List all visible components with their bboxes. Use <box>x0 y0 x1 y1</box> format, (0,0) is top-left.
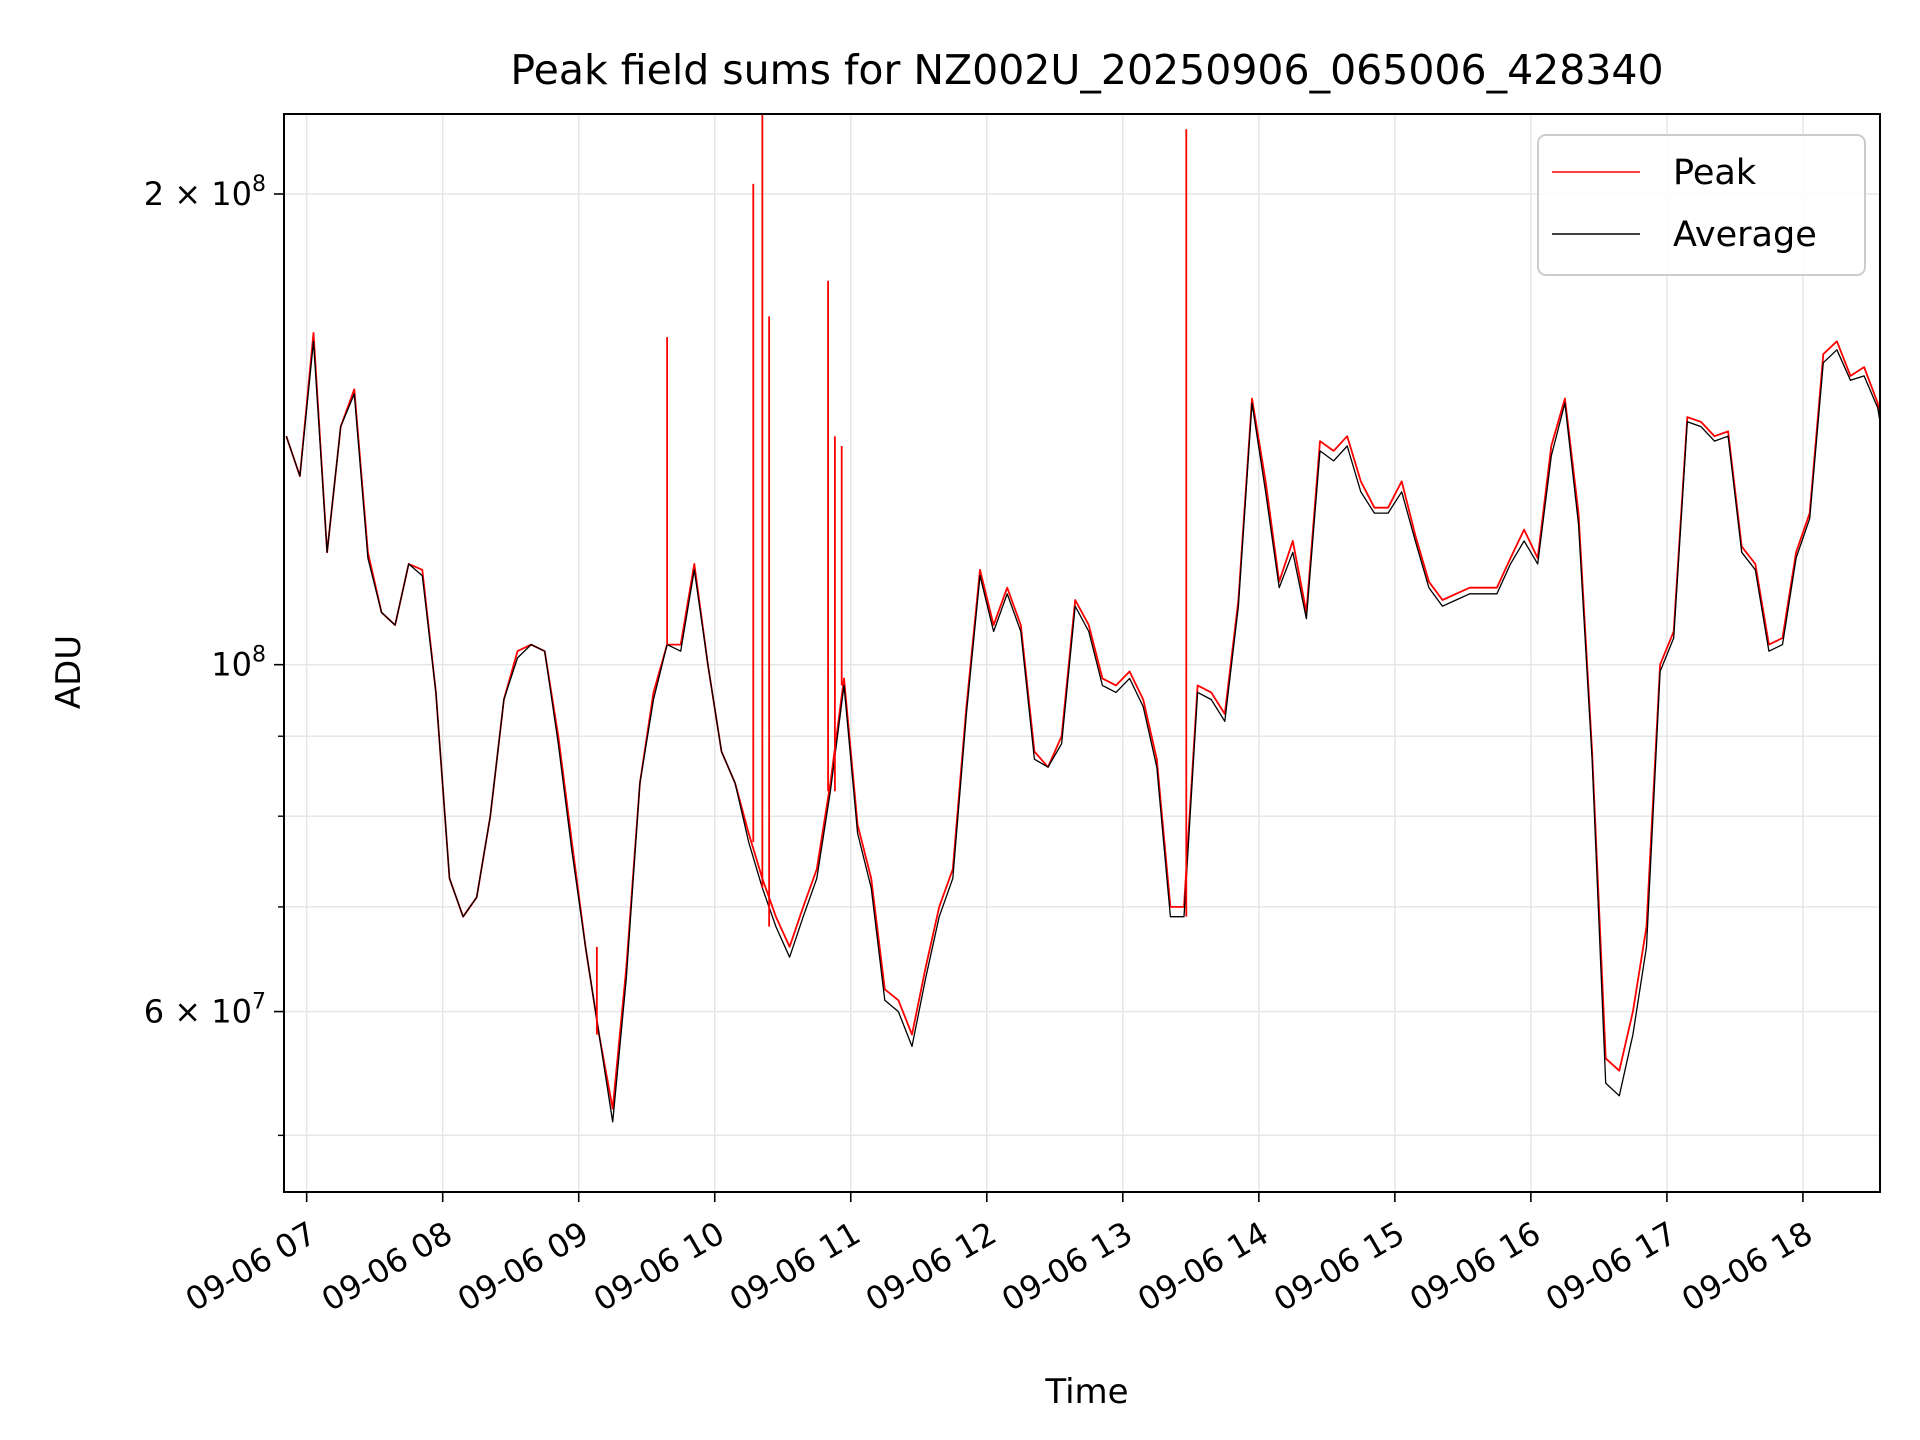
y-tick-label: 108 <box>211 643 266 684</box>
series-layer <box>285 114 1880 1123</box>
legend: Peak Average <box>1537 134 1866 276</box>
chart-title: Peak field sums for NZ002U_20250906_0650… <box>510 46 1663 94</box>
legend-peak-label: Peak <box>1673 153 1757 193</box>
plot-frame <box>283 113 1881 1193</box>
y-axis-label: ADU <box>49 635 89 709</box>
y-tick-label: 6 × 107 <box>144 990 266 1031</box>
legend-average-label: Average <box>1673 215 1817 255</box>
x-axis-label: Time <box>1044 1372 1128 1412</box>
y-tick-label: 2 × 108 <box>144 172 266 213</box>
legend-box <box>1537 134 1866 276</box>
